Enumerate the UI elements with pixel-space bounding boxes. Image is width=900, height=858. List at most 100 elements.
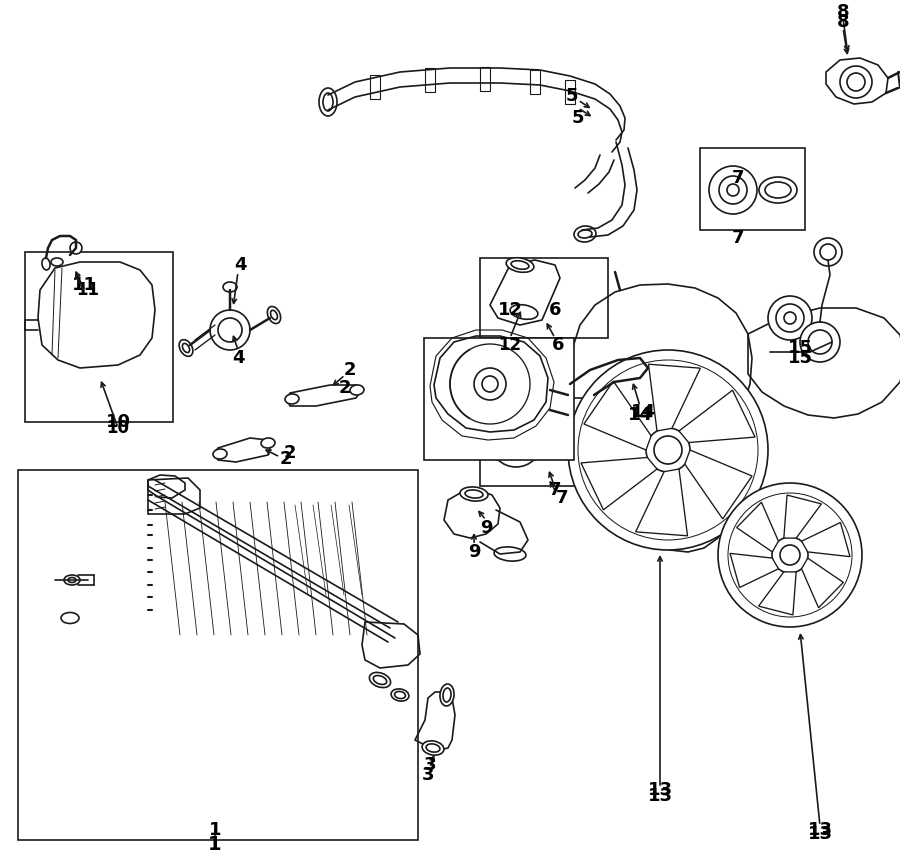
Circle shape: [784, 312, 796, 324]
Circle shape: [490, 415, 542, 467]
Text: 12: 12: [499, 336, 522, 354]
Ellipse shape: [465, 490, 483, 498]
Ellipse shape: [319, 88, 337, 116]
Polygon shape: [581, 457, 657, 510]
Polygon shape: [759, 572, 796, 615]
Polygon shape: [584, 381, 652, 450]
Circle shape: [218, 318, 242, 342]
Ellipse shape: [549, 427, 587, 455]
Bar: [425, 68, 435, 92]
Polygon shape: [784, 495, 822, 538]
Text: 14: 14: [631, 403, 655, 421]
Text: 6: 6: [549, 301, 562, 319]
Ellipse shape: [350, 385, 364, 395]
Ellipse shape: [179, 340, 193, 356]
Circle shape: [482, 376, 498, 392]
Circle shape: [578, 360, 758, 540]
Bar: [480, 398, 608, 486]
Ellipse shape: [323, 93, 333, 111]
Ellipse shape: [267, 306, 281, 323]
Circle shape: [728, 493, 852, 617]
Text: 6: 6: [552, 336, 564, 354]
Circle shape: [719, 176, 747, 204]
Ellipse shape: [68, 577, 76, 583]
Text: 13: 13: [807, 825, 833, 843]
Text: 2: 2: [344, 361, 356, 379]
Text: 2: 2: [280, 450, 292, 468]
Ellipse shape: [223, 282, 237, 292]
Ellipse shape: [494, 547, 526, 561]
Ellipse shape: [61, 613, 79, 624]
Ellipse shape: [183, 343, 190, 353]
Text: 1: 1: [209, 821, 221, 839]
Polygon shape: [730, 553, 778, 588]
Circle shape: [768, 296, 812, 340]
Ellipse shape: [213, 449, 227, 459]
Polygon shape: [679, 390, 755, 443]
Ellipse shape: [369, 673, 391, 687]
Ellipse shape: [374, 675, 387, 685]
Circle shape: [727, 184, 739, 196]
Text: 5: 5: [572, 109, 584, 127]
Circle shape: [500, 425, 532, 457]
Circle shape: [450, 344, 530, 424]
Polygon shape: [649, 364, 700, 431]
Text: 9: 9: [468, 543, 481, 561]
Circle shape: [474, 368, 506, 400]
Bar: [424, 338, 574, 460]
Circle shape: [814, 238, 842, 266]
Text: 3: 3: [424, 756, 436, 774]
Polygon shape: [736, 502, 778, 552]
Bar: [18, 470, 418, 840]
Text: 4: 4: [232, 349, 244, 367]
Circle shape: [654, 436, 682, 464]
Text: 5: 5: [566, 87, 578, 105]
Text: 7: 7: [549, 481, 562, 499]
Ellipse shape: [574, 226, 596, 242]
Ellipse shape: [394, 692, 406, 698]
Circle shape: [709, 166, 757, 214]
Circle shape: [780, 545, 800, 565]
Text: 3: 3: [422, 766, 434, 784]
Bar: [700, 148, 805, 230]
Text: 10: 10: [105, 413, 130, 431]
Ellipse shape: [42, 258, 50, 270]
Text: 1: 1: [208, 836, 221, 855]
Circle shape: [772, 537, 808, 573]
Text: 8: 8: [837, 13, 850, 31]
Circle shape: [776, 304, 804, 332]
Text: 10: 10: [106, 419, 130, 437]
Ellipse shape: [440, 684, 454, 706]
Text: 4: 4: [234, 256, 247, 274]
Polygon shape: [802, 558, 843, 607]
Ellipse shape: [426, 744, 440, 752]
Text: 7: 7: [732, 169, 744, 187]
Ellipse shape: [285, 394, 299, 404]
Polygon shape: [802, 523, 850, 557]
Ellipse shape: [506, 257, 534, 272]
Bar: [480, 67, 490, 91]
Circle shape: [808, 330, 832, 354]
Text: 2: 2: [338, 379, 351, 397]
Text: 13: 13: [807, 821, 833, 839]
Circle shape: [718, 483, 862, 627]
Circle shape: [840, 66, 872, 98]
Text: 11: 11: [71, 276, 96, 294]
Ellipse shape: [443, 688, 451, 702]
Bar: [25, 252, 173, 422]
Ellipse shape: [271, 311, 277, 320]
Text: 2: 2: [284, 444, 296, 462]
Ellipse shape: [392, 689, 409, 701]
Ellipse shape: [64, 575, 80, 585]
Ellipse shape: [261, 438, 275, 448]
Ellipse shape: [460, 487, 488, 501]
Ellipse shape: [578, 230, 592, 238]
Text: 7: 7: [556, 489, 568, 507]
Polygon shape: [635, 469, 688, 535]
Polygon shape: [685, 450, 752, 519]
Text: 9: 9: [480, 519, 492, 537]
Ellipse shape: [765, 182, 791, 198]
Circle shape: [646, 428, 690, 472]
Text: 15: 15: [788, 339, 813, 357]
Ellipse shape: [510, 305, 538, 319]
